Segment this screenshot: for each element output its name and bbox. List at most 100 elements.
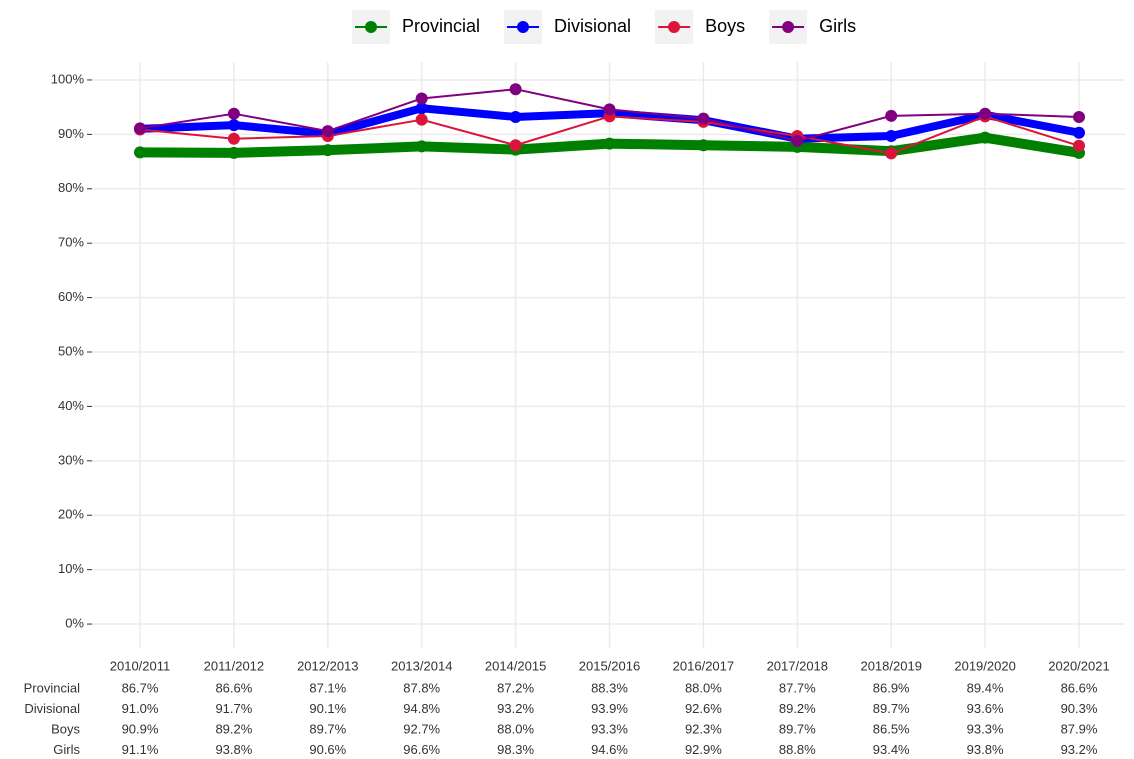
legend-label: Divisional	[554, 16, 631, 36]
y-tick-label: 60%	[58, 289, 84, 304]
table-cell: 87.7%	[779, 680, 816, 695]
table-cell: 86.6%	[1061, 680, 1098, 695]
table-cell: 87.8%	[403, 680, 440, 695]
x-tick-label: 2010/2011	[110, 658, 171, 673]
y-tick-label: 20%	[58, 507, 84, 522]
y-tick-label: 50%	[58, 343, 84, 358]
table-cell: 86.6%	[215, 680, 252, 695]
table-cell: 93.3%	[591, 721, 628, 736]
y-tick-label: 0%	[65, 615, 84, 630]
table-cell: 93.2%	[497, 701, 534, 716]
table-cell: 87.1%	[309, 680, 346, 695]
x-tick-label: 2016/2017	[673, 658, 734, 673]
table-cell: 89.7%	[779, 721, 816, 736]
legend-label: Boys	[705, 16, 745, 36]
y-tick-label: 90%	[58, 126, 84, 141]
table-cell: 88.8%	[779, 742, 816, 757]
data-point	[979, 131, 992, 144]
table-cell: 89.7%	[309, 721, 346, 736]
x-tick-label: 2012/2013	[297, 658, 358, 673]
data-point	[415, 113, 428, 126]
data-point	[1073, 126, 1085, 139]
table-cell: 88.0%	[497, 721, 534, 736]
data-point	[134, 146, 146, 159]
data-point	[134, 122, 146, 135]
table-cell: 92.6%	[685, 701, 722, 716]
table-cell: 89.7%	[873, 701, 910, 716]
table-cell: 93.2%	[1061, 742, 1098, 757]
legend-key-point	[365, 21, 377, 33]
table-cell: 93.4%	[873, 742, 910, 757]
table-cell: 93.6%	[967, 701, 1004, 716]
data-point	[979, 107, 992, 120]
data-point	[415, 92, 428, 105]
data-point	[885, 109, 898, 122]
table-cell: 90.1%	[309, 701, 346, 716]
y-tick-label: 70%	[58, 235, 84, 250]
data-point	[227, 107, 240, 120]
data-point	[697, 112, 710, 125]
table-cell: 89.2%	[215, 721, 252, 736]
y-tick-label: 80%	[58, 180, 84, 195]
data-point	[509, 83, 522, 96]
table-cell: 91.1%	[122, 742, 159, 757]
x-tick-label: 2014/2015	[485, 658, 546, 673]
table-row-label: Girls	[53, 742, 80, 757]
x-tick-label: 2018/2019	[860, 658, 921, 673]
data-point	[791, 134, 804, 147]
table-cell: 89.4%	[967, 680, 1004, 695]
legend-label: Girls	[819, 16, 856, 36]
table-cell: 88.3%	[591, 680, 628, 695]
data-point	[415, 102, 428, 115]
data-point	[885, 147, 898, 160]
y-tick-label: 40%	[58, 398, 84, 413]
table-cell: 89.2%	[779, 701, 816, 716]
table-cell: 94.8%	[403, 701, 440, 716]
data-point	[415, 140, 428, 153]
table-row-label: Boys	[51, 721, 80, 736]
legend-label: Provincial	[402, 16, 480, 36]
table-cell: 90.6%	[309, 742, 346, 757]
table-cell: 94.6%	[591, 742, 628, 757]
table-cell: 86.5%	[873, 721, 910, 736]
legend-key-point	[517, 21, 530, 33]
data-point	[509, 110, 522, 123]
y-tick-label: 100%	[51, 71, 85, 86]
table-cell: 92.7%	[403, 721, 440, 736]
table-cell: 87.2%	[497, 680, 534, 695]
data-point	[227, 119, 240, 132]
table-row-label: Divisional	[24, 701, 80, 716]
legend-key-point	[668, 21, 681, 33]
x-tick-label: 2015/2016	[579, 658, 640, 673]
data-point	[885, 129, 898, 142]
table-cell: 93.3%	[967, 721, 1004, 736]
data-point	[603, 137, 616, 150]
data-point	[603, 103, 616, 116]
data-point	[509, 139, 522, 152]
table-cell: 86.7%	[122, 680, 159, 695]
table-cell: 96.6%	[403, 742, 440, 757]
table-cell: 91.0%	[122, 701, 159, 716]
data-point	[321, 144, 334, 157]
data-point	[227, 146, 240, 159]
table-cell: 90.9%	[122, 721, 159, 736]
table-cell: 86.9%	[873, 680, 910, 695]
y-tick-label: 10%	[58, 561, 84, 576]
legend-key-point	[782, 21, 795, 33]
table-cell: 98.3%	[497, 742, 534, 757]
table-cell: 87.9%	[1061, 721, 1098, 736]
table-cell: 93.8%	[967, 742, 1004, 757]
x-tick-label: 2011/2012	[204, 658, 265, 673]
table-row-label: Provincial	[24, 680, 80, 695]
table-cell: 93.8%	[215, 742, 252, 757]
table-cell: 92.3%	[685, 721, 722, 736]
x-tick-label: 2017/2018	[767, 658, 828, 673]
x-tick-label: 2019/2020	[954, 658, 1015, 673]
x-tick-label: 2020/2021	[1048, 658, 1109, 673]
data-point	[1073, 110, 1085, 123]
table-cell: 90.3%	[1061, 701, 1098, 716]
plot-panel	[92, 62, 1125, 648]
data-point	[321, 125, 334, 138]
table-cell: 91.7%	[215, 701, 252, 716]
